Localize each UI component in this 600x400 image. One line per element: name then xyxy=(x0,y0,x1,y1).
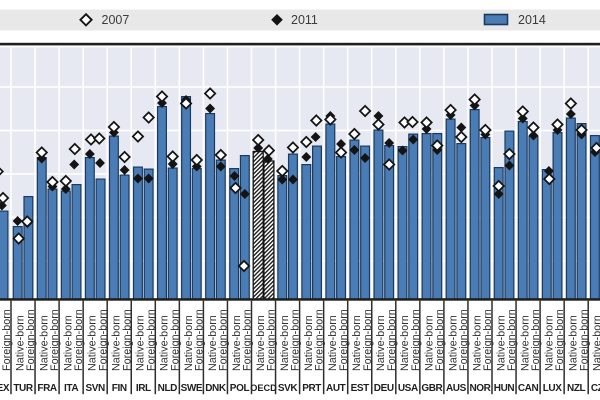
svg-text:USA: USA xyxy=(398,383,418,394)
svg-text:Foreign-born: Foreign-born xyxy=(169,309,181,371)
svg-text:Foreign-born: Foreign-born xyxy=(49,309,61,371)
svg-text:FIN: FIN xyxy=(112,383,127,394)
svg-text:SVN: SVN xyxy=(85,383,105,394)
svg-text:Native-born: Native-born xyxy=(399,315,411,371)
svg-text:Native-born: Native-born xyxy=(159,315,171,371)
svg-text:Foreign-born: Foreign-born xyxy=(145,309,157,371)
svg-text:Native-born: Native-born xyxy=(375,315,387,371)
svg-text:SVK: SVK xyxy=(278,383,299,394)
svg-text:Foreign-born: Foreign-born xyxy=(362,309,374,371)
svg-text:DNK: DNK xyxy=(205,383,227,394)
svg-text:HUN: HUN xyxy=(494,383,515,394)
svg-text:Native-born: Native-born xyxy=(592,315,600,371)
svg-text:Native-born: Native-born xyxy=(351,315,363,371)
svg-text:IRL: IRL xyxy=(136,383,151,394)
svg-text:Foreign-born: Foreign-born xyxy=(25,309,37,371)
svg-text:CZE: CZE xyxy=(591,383,600,394)
svg-text:Native-born: Native-born xyxy=(14,315,26,371)
svg-text:TUR: TUR xyxy=(13,383,34,394)
svg-text:Native-born: Native-born xyxy=(447,315,459,371)
svg-text:ITA: ITA xyxy=(64,383,78,394)
svg-text:MEX: MEX xyxy=(0,383,10,394)
svg-text:2014: 2014 xyxy=(518,13,546,27)
svg-text:Foreign-born: Foreign-born xyxy=(1,309,13,371)
svg-text:Foreign-born: Foreign-born xyxy=(554,309,566,371)
svg-text:Foreign-born: Foreign-born xyxy=(314,309,326,371)
svg-text:DEU: DEU xyxy=(374,383,394,394)
svg-text:PRT: PRT xyxy=(302,383,321,394)
svg-text:Native-born: Native-born xyxy=(183,315,195,371)
svg-text:Native-born: Native-born xyxy=(471,315,483,371)
svg-text:SWE: SWE xyxy=(181,383,203,394)
svg-text:2007: 2007 xyxy=(102,13,130,27)
svg-text:POL: POL xyxy=(230,383,250,394)
svg-text:Foreign-born: Foreign-born xyxy=(506,309,518,371)
svg-text:Foreign-born: Foreign-born xyxy=(458,309,470,371)
svg-text:NZL: NZL xyxy=(567,383,586,394)
svg-text:Native-born: Native-born xyxy=(0,315,2,371)
svg-text:Native-born: Native-born xyxy=(544,315,556,371)
svg-text:Native-born: Native-born xyxy=(519,315,531,371)
svg-text:Native-born: Native-born xyxy=(87,315,99,371)
svg-text:Foreign-born: Foreign-born xyxy=(218,309,230,371)
svg-text:LUX: LUX xyxy=(543,383,563,394)
svg-text:Foreign-born: Foreign-born xyxy=(97,309,109,371)
svg-text:Native-born: Native-born xyxy=(135,315,147,371)
svg-text:Foreign-born: Foreign-born xyxy=(578,309,590,371)
svg-text:Foreign-born: Foreign-born xyxy=(434,309,446,371)
svg-text:Foreign-born: Foreign-born xyxy=(266,309,278,371)
svg-text:Native-born: Native-born xyxy=(327,315,339,371)
svg-text:Foreign-born: Foreign-born xyxy=(530,309,542,371)
svg-text:Native-born: Native-born xyxy=(63,315,75,371)
svg-text:Native-born: Native-born xyxy=(111,315,123,371)
svg-text:Native-born: Native-born xyxy=(423,315,435,371)
svg-text:Native-born: Native-born xyxy=(207,315,219,371)
svg-text:OECD: OECD xyxy=(250,383,277,393)
svg-text:EST: EST xyxy=(351,383,370,394)
svg-text:2011: 2011 xyxy=(291,13,318,27)
svg-text:NLD: NLD xyxy=(158,383,178,394)
svg-text:Foreign-born: Foreign-born xyxy=(482,309,494,371)
svg-text:FRA: FRA xyxy=(37,383,57,394)
svg-text:Native-born: Native-born xyxy=(279,315,291,371)
svg-text:Native-born: Native-born xyxy=(568,315,580,371)
svg-text:Foreign-born: Foreign-born xyxy=(193,309,205,371)
svg-text:Foreign-born: Foreign-born xyxy=(386,309,398,371)
svg-text:Foreign-born: Foreign-born xyxy=(338,309,350,371)
svg-text:Native-born: Native-born xyxy=(495,315,507,371)
svg-text:CAN: CAN xyxy=(518,383,539,394)
svg-text:Native-born: Native-born xyxy=(38,315,50,371)
svg-text:NOR: NOR xyxy=(469,383,491,394)
svg-text:Native-born: Native-born xyxy=(303,315,315,371)
svg-text:Foreign-born: Foreign-born xyxy=(242,309,254,371)
svg-text:Native-born: Native-born xyxy=(231,315,243,371)
svg-text:Foreign-born: Foreign-born xyxy=(121,309,133,371)
svg-text:Foreign-born: Foreign-born xyxy=(290,309,302,371)
svg-text:Foreign-born: Foreign-born xyxy=(410,309,422,371)
svg-text:Foreign-born: Foreign-born xyxy=(73,309,85,371)
svg-text:AUT: AUT xyxy=(326,383,346,394)
svg-text:Native-born: Native-born xyxy=(255,315,267,371)
svg-text:AUS: AUS xyxy=(446,383,467,394)
svg-text:GBR: GBR xyxy=(421,383,443,394)
